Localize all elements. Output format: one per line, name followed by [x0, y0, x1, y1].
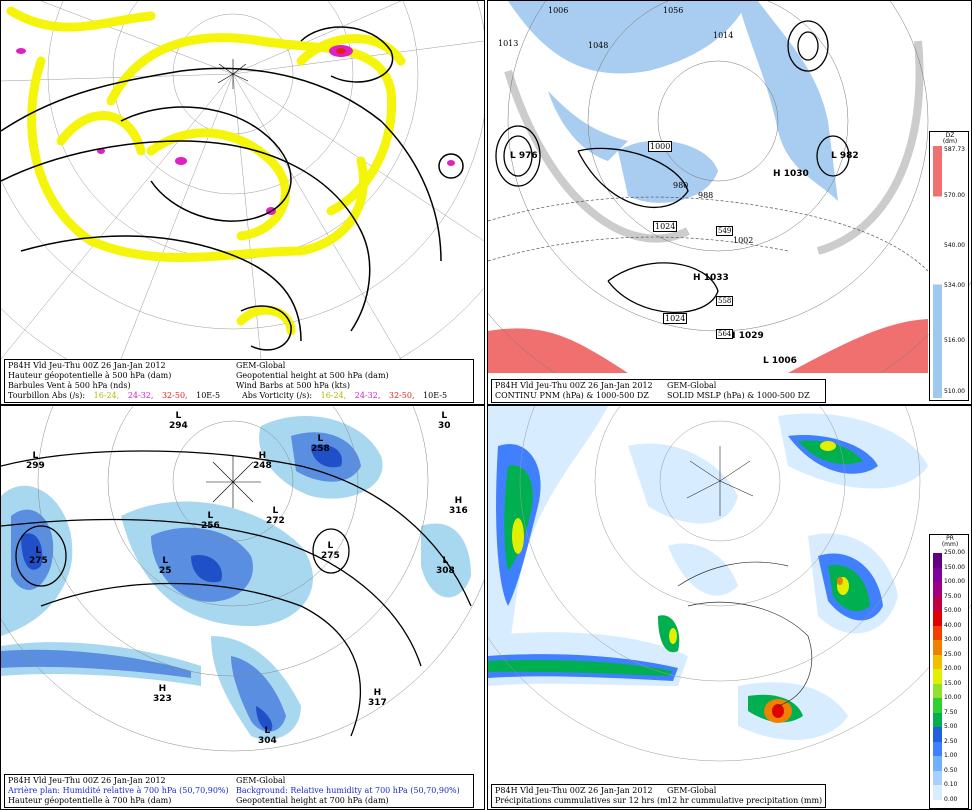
map-700hpa: [1, 406, 484, 764]
colorbar-segment: [933, 683, 942, 698]
colorbar-fill: [933, 146, 942, 398]
low-center: L 299: [26, 451, 45, 471]
wind-label-en: Wind Barbs at 500 hPa (kts): [236, 381, 350, 390]
precipitation-colorbar: PR (mm) 250.00 150.00 100.00 75.00 50.00 40.00…: [929, 534, 969, 809]
low-center: L 258: [311, 434, 330, 454]
pressure-label: 1048: [588, 41, 609, 50]
thickness-colorbar: DZ (dm) 587.73 570.00 540.00 534.00 516.0…: [929, 131, 969, 401]
colorbar-segment: [933, 770, 942, 785]
vort-class-3: 32-50,: [161, 391, 188, 400]
wind-label-fr: Barbules Vent à 500 hPa (nds): [8, 381, 131, 390]
colorbar-label: 2.50: [944, 737, 958, 745]
caption-panel-2: P84H Vld Jeu-Thu 00Z 26 Jan-Jan 2012 GEM-…: [491, 379, 826, 403]
thickness-label: 564: [716, 329, 734, 339]
panel-500hpa-vorticity: P84H Vld Jeu-Thu 00Z 26 Jan-Jan 2012 GEM-…: [0, 0, 485, 405]
pressure-label: 1000: [648, 141, 673, 152]
colorbar-label: 25.00: [944, 650, 962, 658]
colorbar-segment: [933, 741, 942, 756]
pressure-label: 988: [698, 191, 714, 200]
colorbar-segment: [933, 727, 942, 742]
low-center: L 976: [510, 151, 538, 161]
colorbar-segment: [933, 654, 942, 669]
low-center: L 25: [159, 556, 172, 576]
colorbar-label: 100.00: [944, 578, 965, 585]
map-500hpa: [1, 1, 484, 359]
map-mslp: [488, 1, 971, 373]
pressure-label: 1024: [663, 313, 688, 324]
colorbar-label: 250.00: [944, 549, 965, 556]
colorbar-label: 10.00: [944, 694, 962, 701]
colorbar-segment: [933, 785, 942, 800]
low-center: L 308: [436, 556, 455, 576]
high-center: H 1033: [693, 273, 729, 283]
vort-class-2: 24-32,: [127, 391, 154, 400]
high-center: H 316: [449, 496, 468, 516]
colorbar-header: DZ (dm): [942, 132, 958, 145]
map-precipitation: [488, 406, 971, 778]
colorbar-segment: [933, 698, 942, 713]
high-center: H 248: [253, 451, 272, 471]
model-name: GEM-Global: [236, 361, 286, 370]
vorticity-legend-en: Abs Vorticity (/s): 16-24, 24-32, 32-50,…: [242, 391, 448, 400]
vort-unit: 10E-5: [196, 391, 221, 400]
colorbar-label: 30.00: [944, 636, 962, 643]
field-label-en: Geopotential height at 500 hPa (dam): [236, 371, 389, 380]
colorbar-segment: [933, 567, 942, 582]
colorbar-segment: [933, 553, 942, 568]
pressure-label: 1014: [713, 31, 734, 40]
caption-panel-3: P84H Vld Jeu-Thu 00Z 26 Jan-Jan 2012 GEM-…: [4, 774, 474, 808]
high-center: H 317: [368, 688, 387, 708]
pressure-label: 1056: [663, 6, 684, 15]
low-center: L 275: [321, 541, 340, 561]
pressure-label: 1002: [733, 236, 754, 245]
caption-panel-4: P84H Vld Jeu-Thu 00Z 26 Jan-Jan 2012 GEM-…: [491, 784, 826, 808]
high-center: H 1030: [773, 169, 809, 179]
caption-panel-1: P84H Vld Jeu-Thu 00Z 26 Jan-Jan 2012 GEM-…: [4, 359, 474, 403]
pressure-label: 980: [673, 181, 689, 190]
colorbar-label: 20.00: [944, 665, 962, 672]
colorbar-label: 75.00: [944, 592, 962, 600]
vorticity-legend-fr: Tourbillon Abs (/s): 16-24, 24-32, 32-50…: [8, 391, 221, 400]
colorbar-segment: [933, 611, 942, 626]
low-center: L 272: [266, 506, 285, 526]
panel-precipitation: PR (mm) 250.00 150.00 100.00 75.00 50.00 40.00…: [487, 405, 972, 810]
colorbar-segment: [933, 596, 942, 611]
low-center: L 982: [831, 151, 859, 161]
colorbar-segment: [933, 582, 942, 597]
pressure-label: 1024: [653, 221, 678, 232]
colorbar-label: 7.50: [944, 708, 958, 716]
low-center: L 294: [169, 411, 188, 431]
colorbar-label: 15.00: [944, 679, 962, 687]
low-center: L 304: [258, 726, 277, 746]
vort-class-1: 16-24,: [93, 391, 120, 400]
colorbar-segment: [933, 756, 942, 771]
thickness-label: 549: [716, 226, 734, 236]
thickness-label: 558: [716, 296, 734, 306]
colorbar-label: 5.00: [944, 723, 958, 730]
high-center: H 323: [153, 684, 172, 704]
field-label-fr: Hauteur géopotentielle à 500 hPa (dam): [8, 371, 172, 380]
low-center: L 275: [29, 546, 48, 566]
colorbar-label: 0.50: [944, 766, 958, 774]
panel-700hpa-humidity: L 294 L 299 H 248 L 258 L 272 L 256 L 275 L 25 L…: [0, 405, 485, 810]
colorbar-segment: [933, 669, 942, 684]
colorbar-segment: [933, 625, 942, 640]
low-center: L 256: [201, 511, 220, 531]
colorbar-header: PR (mm): [941, 535, 959, 548]
colorbar-label: 50.00: [944, 607, 962, 614]
colorbar-segment: [933, 712, 942, 727]
colorbar-label: 1.00: [944, 752, 958, 759]
pressure-label: 1013: [498, 39, 519, 48]
colorbar-segment: [933, 640, 942, 655]
colorbar-label: 0.10: [944, 781, 958, 788]
colorbar-label: 150.00: [944, 563, 965, 571]
colorbar-label: 40.00: [944, 621, 962, 629]
colorbar-label: 0.00: [944, 795, 958, 803]
panel-mslp-thickness: L 976 L 982 H 1033 H 1030 H 1029 L 1006 …: [487, 0, 972, 405]
valid-time: P84H Vld Jeu-Thu 00Z 26 Jan-Jan 2012: [8, 361, 166, 370]
pressure-label: 1006: [548, 6, 569, 15]
low-center: L 30: [438, 411, 451, 431]
low-center: L 1006: [763, 356, 797, 366]
